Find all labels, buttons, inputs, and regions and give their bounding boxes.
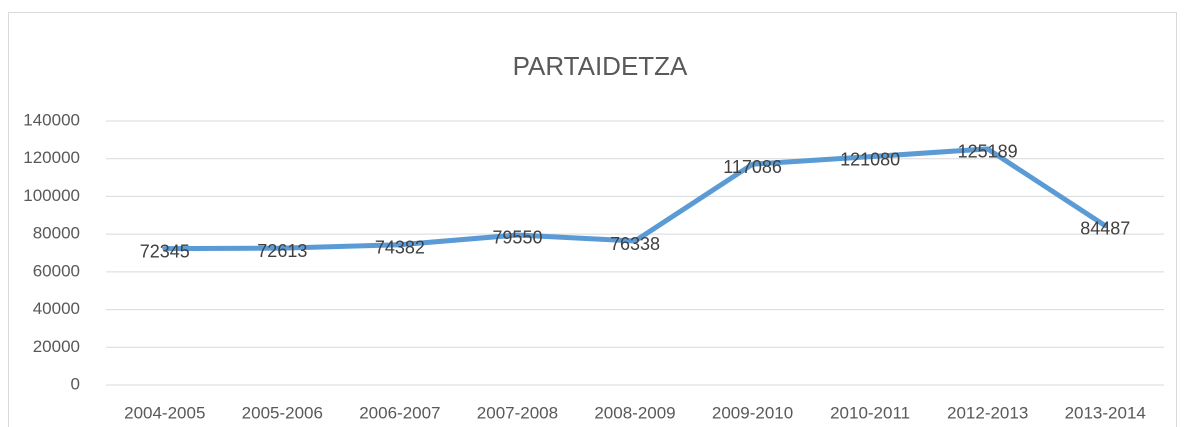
x-tick-label: 2006-2007 [359, 403, 440, 422]
x-tick-label: 2009-2010 [712, 403, 793, 422]
x-tick-label: 2010-2011 [830, 403, 910, 422]
data-label: 79550 [492, 228, 542, 248]
y-tick-label: 0 [71, 374, 80, 393]
data-label: 121080 [840, 149, 900, 169]
x-tick-label: 2013-2014 [1065, 403, 1146, 422]
y-tick-label: 80000 [33, 224, 80, 243]
data-label: 74382 [375, 237, 425, 257]
data-label: 125189 [958, 142, 1018, 162]
x-tick-label: 2004-2005 [124, 403, 205, 422]
x-tick-label: 2008-2009 [594, 403, 675, 422]
y-tick-label: 40000 [33, 299, 80, 318]
y-tick-label: 100000 [23, 186, 80, 205]
chart-title: PARTAIDETZA [513, 51, 688, 81]
chart-border [8, 12, 1177, 427]
y-tick-label: 60000 [33, 261, 80, 280]
line [162, 146, 1108, 252]
data-label: 72345 [140, 241, 190, 261]
y-tick-label: 140000 [23, 110, 80, 129]
y-tick-label: 20000 [33, 337, 80, 356]
data-label: 117086 [723, 157, 782, 177]
x-tick-label: 2012-2013 [947, 403, 1028, 422]
y-tick-label: 120000 [23, 148, 80, 167]
data-label: 72613 [257, 241, 307, 261]
data-label: 76338 [610, 234, 660, 254]
x-tick-label: 2007-2008 [477, 403, 558, 422]
data-label: 84487 [1080, 218, 1130, 238]
x-tick-label: 2005-2006 [242, 403, 323, 422]
